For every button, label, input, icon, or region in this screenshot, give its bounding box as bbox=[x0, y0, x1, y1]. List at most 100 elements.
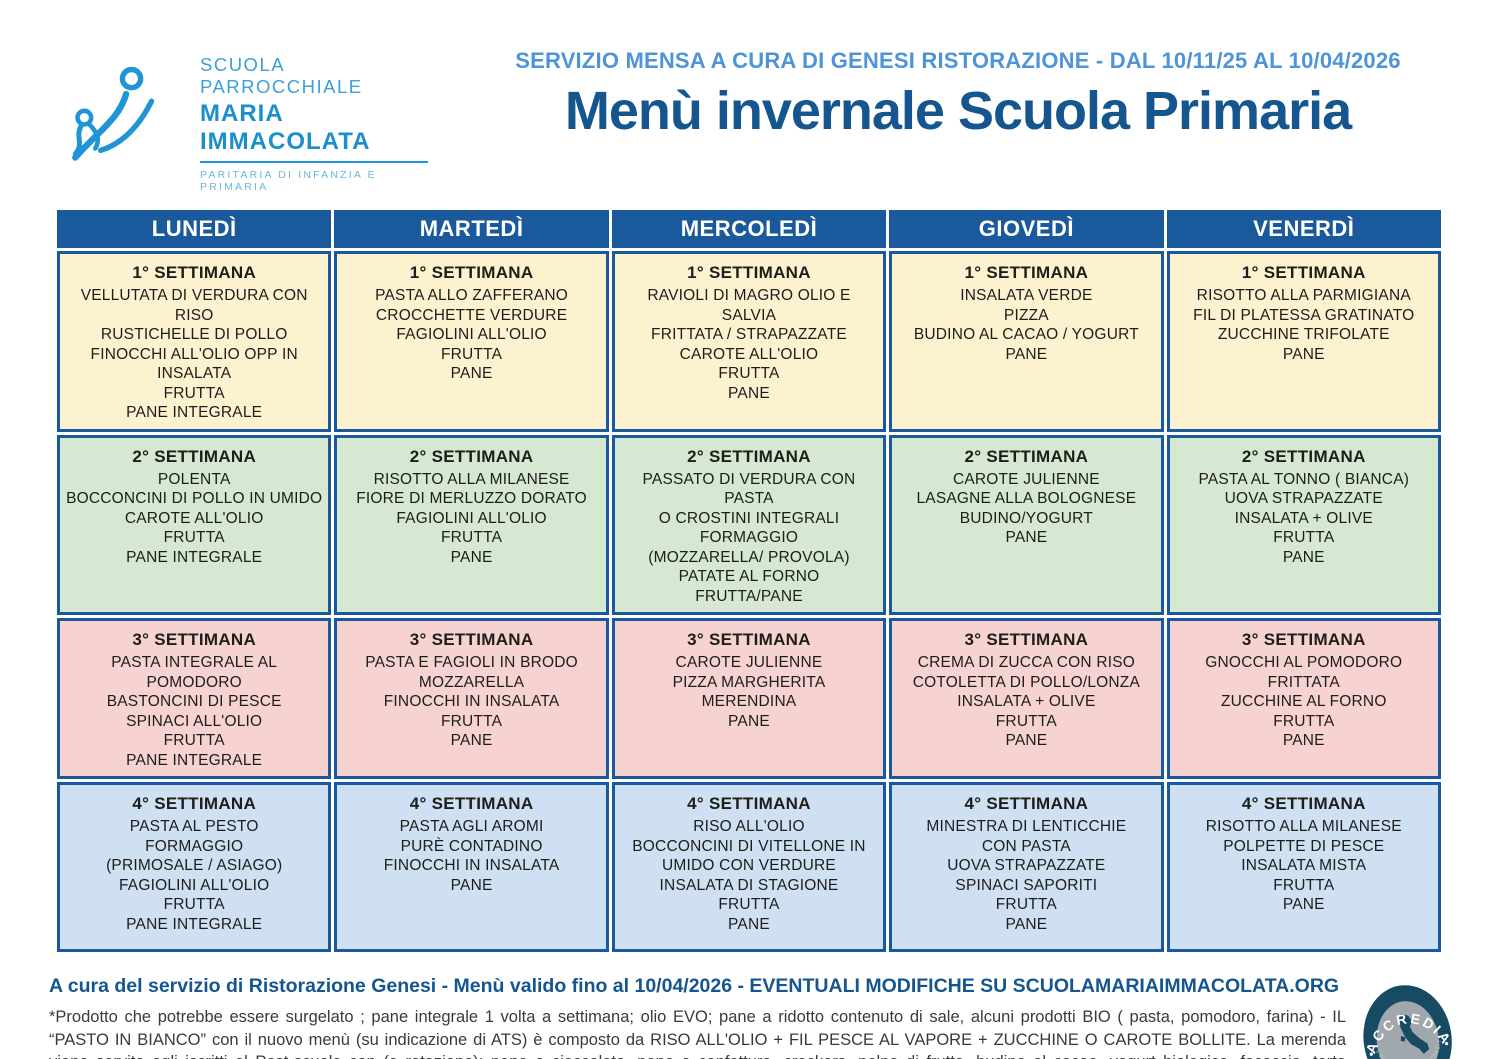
page-title: Menù invernale Scuola Primaria bbox=[564, 81, 1352, 141]
menu-item: BOCCONCINI DI POLLO IN UMIDO bbox=[66, 490, 323, 507]
menu-item: PANE INTEGRALE bbox=[126, 751, 263, 769]
week-label: 2° SETTIMANA bbox=[1241, 446, 1366, 466]
menu-item: SPINACI ALL'OLIO bbox=[126, 712, 263, 730]
school-logo-icon bbox=[68, 62, 186, 171]
week-label: 3° SETTIMANA bbox=[1241, 630, 1366, 649]
menu-cell: 3° SETTIMANA PASTA INTEGRALE AL POMODORO B… bbox=[57, 618, 332, 779]
menu-item: FRUTTA bbox=[718, 365, 780, 382]
menu-table: LUNEDÌ MARTEDÌ MERCOLEDÌ GIOVEDÌ VENERDÌ 1° … bbox=[54, 207, 1444, 955]
day-header: LUNEDÌ bbox=[57, 210, 332, 248]
menu-item: CROCCHETTE VERDURE bbox=[375, 306, 568, 324]
menu-item: RISO ALL'OLIO bbox=[693, 818, 805, 835]
menu-item: FRUTTA bbox=[163, 384, 225, 402]
menu-item: FRUTTA bbox=[440, 345, 503, 363]
week-label: 1° SETTIMANA bbox=[687, 263, 811, 282]
menu-item: PANE bbox=[1005, 529, 1048, 546]
menu-subtitle: SERVIZIO MENSA A CURA DI GENESI RISTORAZ… bbox=[515, 48, 1401, 73]
menu-item: MINESTRA DI LENTICCHIE bbox=[926, 818, 1127, 835]
week-label: 2° SETTIMANA bbox=[687, 446, 811, 466]
menu-cell: 4° SETTIMANA RISO ALL'OLIO BOCCONCINI DI V… bbox=[611, 782, 887, 952]
menu-item: FRUTTA bbox=[163, 529, 225, 546]
menu-item: PASTA AL TONNO ( BIANCA) bbox=[1198, 470, 1410, 488]
accredia-badge-icon: ACCREDIA L'ENTE ITALIANO DI ACCREDITAMEN… bbox=[1346, 969, 1456, 1059]
accredia-badge: ACCREDIA L'ENTE ITALIANO DI ACCREDITAMEN… bbox=[1346, 969, 1462, 1059]
menu-item: FINOCCHI IN INSALATA bbox=[383, 857, 560, 874]
menu-cell: 3° SETTIMANA CREMA DI ZUCCA CON RISO COTOL… bbox=[889, 618, 1164, 779]
menu-item: PURÈ CONTADINO bbox=[400, 837, 543, 855]
menu-item: PIZZA bbox=[1003, 306, 1049, 324]
menu-item: ZUCCHINE AL FORNO bbox=[1220, 693, 1387, 710]
menu-item: INSALATA DI STAGIONE bbox=[659, 876, 839, 894]
day-header: MARTEDÌ bbox=[334, 210, 609, 248]
menu-item: FRUTTA bbox=[1273, 712, 1335, 730]
school-name-line2: MARIA IMMACOLATA bbox=[200, 100, 428, 163]
menu-item: INSALATA VERDE bbox=[960, 287, 1093, 304]
menu-item: FRITTATA bbox=[1267, 673, 1340, 691]
menu-item: RUSTICHELLE DI POLLO bbox=[100, 326, 288, 343]
menu-cell: 2° SETTIMANA CAROTE JULIENNE LASAGNE ALLA … bbox=[889, 434, 1164, 615]
menu-item: PANE bbox=[1005, 915, 1048, 933]
menu-item: BUDINO/YOGURT bbox=[959, 509, 1093, 527]
menu-item: PANE bbox=[728, 712, 770, 730]
week-label: 3° SETTIMANA bbox=[687, 630, 811, 649]
menu-item: VELLUTATA DI VERDURA CON RISO bbox=[80, 287, 308, 324]
menu-item: GNOCCHI AL POMODORO bbox=[1205, 654, 1403, 671]
menu-item: FRUTTA/PANE bbox=[695, 587, 803, 605]
menu-item: COTOLETTA DI POLLO/LONZA bbox=[912, 673, 1141, 691]
menu-cell: 2° SETTIMANA POLENTA BOCCONCINI DI POLLO I… bbox=[57, 434, 332, 615]
menu-item: BUDINO AL CACAO / YOGURT bbox=[913, 326, 1139, 343]
menu-item: PANE INTEGRALE bbox=[126, 548, 263, 566]
menu-cell: 4° SETTIMANA PASTA AL PESTO FORMAGGIO (PRIM… bbox=[57, 782, 332, 952]
menu-item: RISOTTO ALLA PARMIGIANA bbox=[1196, 287, 1411, 304]
school-logo: SCUOLA PARROCCHIALE MARIA IMMACOLATA PAR… bbox=[68, 40, 428, 193]
menu-item: MERENDINA bbox=[701, 693, 797, 710]
menu-item: FIL DI PLATESSA GRATINATO bbox=[1193, 306, 1415, 324]
menu-item: INSALATA + OLIVE bbox=[957, 693, 1096, 710]
menu-item: PASTA AL PESTO bbox=[129, 818, 259, 835]
menu-item: UMIDO CON VERDURE bbox=[662, 857, 836, 874]
menu-item: PANE bbox=[728, 384, 770, 402]
week-label: 2° SETTIMANA bbox=[964, 446, 1089, 466]
menu-item: POLENTA bbox=[157, 470, 231, 488]
menu-item: PATATE AL FORNO bbox=[678, 568, 820, 585]
school-name-line1: SCUOLA PARROCCHIALE bbox=[200, 54, 363, 97]
menu-item: FAGIOLINI ALL'OLIO bbox=[118, 876, 270, 894]
week-label: 1° SETTIMANA bbox=[132, 263, 257, 282]
week-label: 1° SETTIMANA bbox=[409, 263, 534, 282]
menu-cell: 3° SETTIMANA PASTA E FAGIOLI IN BRODO MOZZ… bbox=[334, 618, 609, 779]
menu-item: PANE bbox=[1282, 345, 1325, 363]
page-footer: A cura del servizio di Ristorazione Gene… bbox=[49, 969, 1462, 1059]
menu-item: PASSATO DI VERDURA CON PASTA bbox=[642, 470, 856, 508]
menu-item: PASTA ALLO ZAFFERANO bbox=[375, 287, 569, 304]
menu-item: PANE bbox=[1005, 345, 1048, 363]
menu-item: (MOZZARELLA/ PROVOLA) bbox=[648, 548, 850, 566]
school-logo-text: SCUOLA PARROCCHIALE MARIA IMMACOLATA PAR… bbox=[200, 40, 428, 193]
week-row: 1° SETTIMANA VELLUTATA DI VERDURA CON RIS… bbox=[57, 251, 1441, 432]
menu-item: FINOCCHI ALL'OLIO OPP IN bbox=[90, 345, 298, 363]
title-block: SERVIZIO MENSA A CURA DI GENESI RISTORAZ… bbox=[458, 40, 1458, 142]
page-header: SCUOLA PARROCCHIALE MARIA IMMACOLATA PAR… bbox=[0, 0, 1498, 193]
menu-item: PANE bbox=[1005, 732, 1048, 749]
menu-item: CON PASTA bbox=[981, 837, 1071, 855]
menu-cell: 3° SETTIMANA GNOCCHI AL POMODORO FRITTATA Z… bbox=[1166, 618, 1441, 779]
menu-cell: 2° SETTIMANA RISOTTO ALLA MILANESE FIORE D… bbox=[334, 434, 609, 615]
menu-item: CAROTE ALL'OLIO bbox=[124, 509, 264, 527]
menu-cell: 4° SETTIMANA RISOTTO ALLA MILANESE POLPETT… bbox=[1166, 782, 1441, 952]
menu-cell: 1° SETTIMANA INSALATA VERDE PIZZA BUDINO AL… bbox=[889, 251, 1164, 432]
menu-item: INSALATA + OLIVE bbox=[1234, 509, 1373, 527]
menu-item: PANE bbox=[1282, 548, 1325, 566]
menu-item: BOCCONCINI DI VITELLONE IN bbox=[632, 837, 866, 855]
menu-cell: 1° SETTIMANA PASTA ALLO ZAFFERANO CROCCHET… bbox=[334, 251, 609, 432]
menu-item: PANE INTEGRALE bbox=[126, 915, 263, 933]
menu-item: RAVIOLI DI MAGRO OLIO E SALVIA bbox=[647, 287, 851, 324]
menu-item: RISOTTO ALLA MILANESE bbox=[1205, 818, 1402, 835]
menu-item: PANE bbox=[1282, 732, 1325, 749]
menu-item: INSALATA bbox=[157, 365, 232, 382]
menu-item: FRUTTA bbox=[440, 712, 503, 730]
week-row: 3° SETTIMANA PASTA INTEGRALE AL POMODORO B… bbox=[57, 618, 1441, 779]
menu-item: BASTONCINI DI PESCE bbox=[106, 693, 282, 710]
menu-item: FRUTTA bbox=[1273, 529, 1335, 546]
menu-item: FAGIOLINI ALL'OLIO bbox=[396, 509, 547, 527]
menu-item: PASTA E FAGIOLI IN BRODO bbox=[365, 654, 578, 671]
